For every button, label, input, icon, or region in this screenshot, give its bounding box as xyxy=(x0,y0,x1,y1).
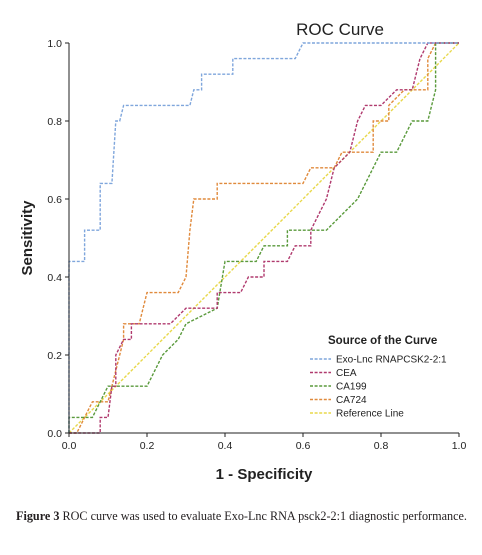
series-line-reference-line xyxy=(68,42,460,434)
y-tick-label: 0.8 xyxy=(47,116,62,128)
caption-text: ROC curve was used to evaluate Exo-Lnc R… xyxy=(62,509,467,523)
x-tick-label: 1.0 xyxy=(452,440,467,452)
y-tick-label: 0.4 xyxy=(47,272,62,284)
series-line-cea xyxy=(69,42,459,434)
figure-caption: Figure 3 ROC curve was used to evaluate … xyxy=(16,508,468,525)
caption-label: Figure 3 xyxy=(16,509,60,523)
legend: Source of the Curve Exo-Lnc RNAPCSK2-2:1… xyxy=(310,335,447,420)
x-tick-group: 0.0 0.2 0.4 0.6 0.8 1.0 xyxy=(62,433,467,452)
x-tick-label: 0.8 xyxy=(374,440,389,452)
legend-label: CA199 xyxy=(336,382,367,393)
x-tick-label: 0.2 xyxy=(140,440,155,452)
curves-layer xyxy=(68,42,460,434)
series-line-ca199 xyxy=(68,42,459,433)
y-tick-label: 0.6 xyxy=(47,194,62,206)
series-line-ca724 xyxy=(69,42,459,434)
legend-items: Exo-Lnc RNAPCSK2-2:1 CEA CA199 CA724 Referen… xyxy=(310,355,447,420)
legend-title: Source of the Curve xyxy=(328,335,437,347)
y-tick-label: 0.2 xyxy=(47,350,62,362)
roc-chart: ROC Curve 0.00.20.40.60.81.0 0.0 0.2 0.4 0.… xyxy=(19,20,467,483)
x-tick-label: 0.0 xyxy=(62,440,77,452)
legend-label: CEA xyxy=(336,368,357,379)
x-tick-label: 0.6 xyxy=(296,440,311,452)
legend-label: CA724 xyxy=(336,395,367,406)
y-tick-label: 0.0 xyxy=(47,428,62,440)
y-tick-label: 1.0 xyxy=(47,38,62,50)
y-tick-group: 0.0 0.2 0.4 0.6 0.8 1.0 xyxy=(47,38,69,440)
series-line-exo-lnc-rnapcsk2-2-1 xyxy=(68,42,459,433)
x-axis-label: 1 - Specificity xyxy=(216,466,313,483)
y-axis-label: Sensitivity xyxy=(19,200,36,276)
legend-label: Exo-Lnc RNAPCSK2-2:1 xyxy=(336,355,447,366)
chart-title: ROC Curve xyxy=(296,20,384,39)
legend-label: Reference Line xyxy=(336,409,404,420)
x-tick-label: 0.4 xyxy=(218,440,233,452)
